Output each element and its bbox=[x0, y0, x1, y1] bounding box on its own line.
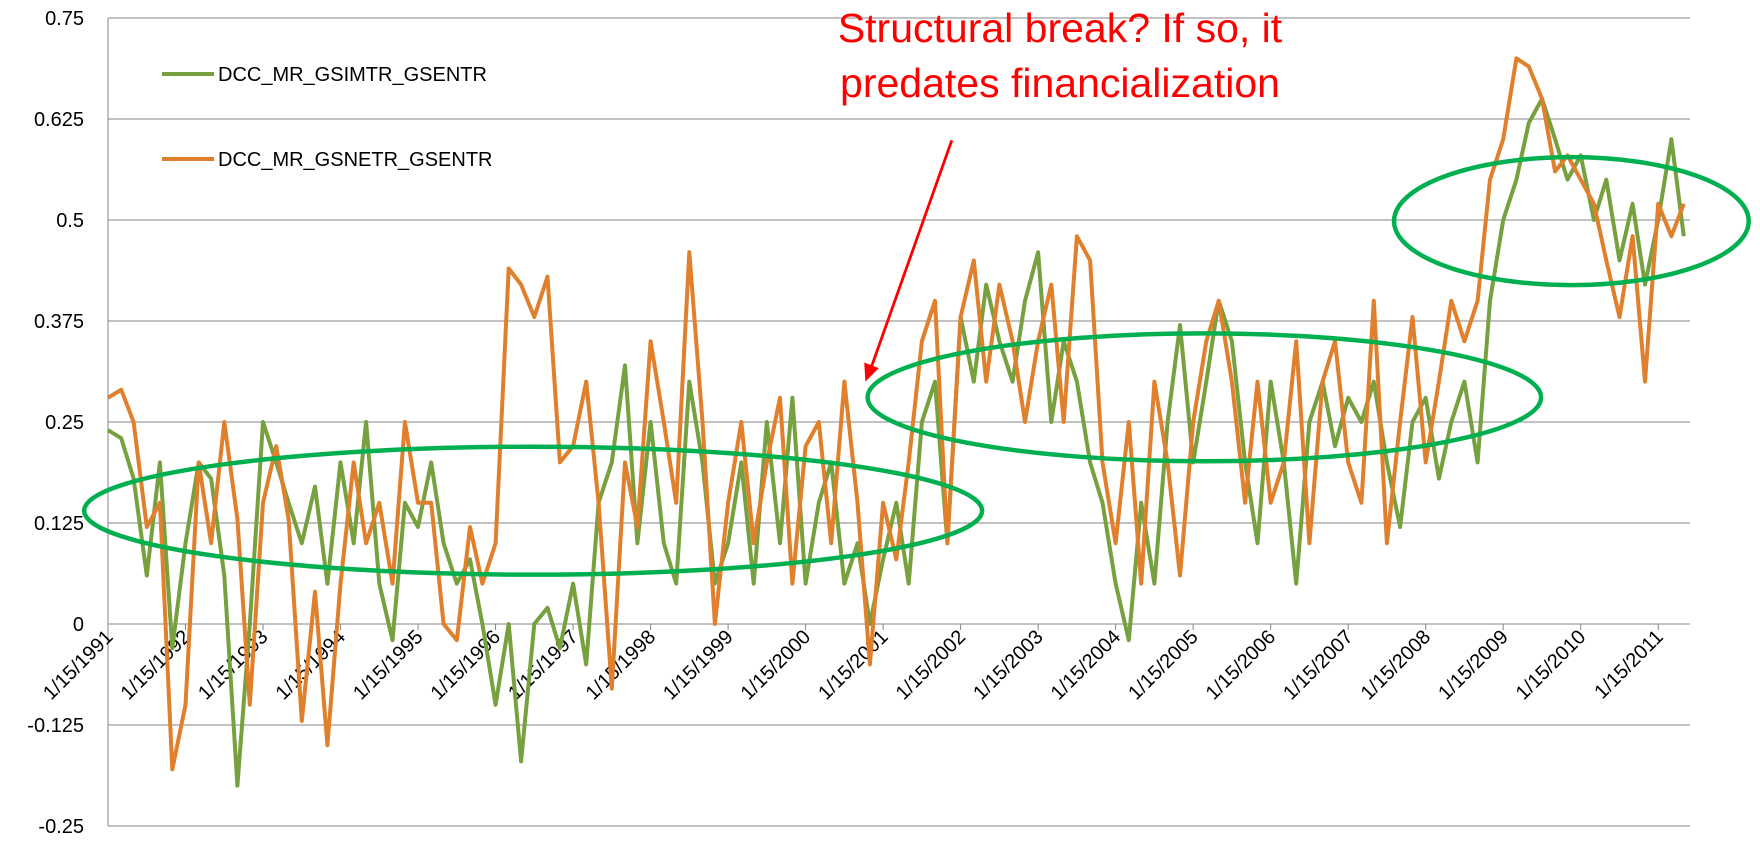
ellipse bbox=[81, 444, 985, 577]
annotation: Structural break? If so, it bbox=[838, 5, 1283, 51]
x-tick-label: 1/15/2002 bbox=[892, 626, 970, 704]
x-tick-label: 1/15/2010 bbox=[1512, 626, 1590, 704]
ellipse bbox=[865, 331, 1544, 464]
legend-label: DCC_MR_GSIMTR_GSENTR bbox=[218, 64, 487, 86]
y-tick-label: 0.75 bbox=[45, 8, 84, 30]
y-tick-label: 0.375 bbox=[34, 311, 84, 333]
legend-label: DCC_MR_GSNETR_GSENTR bbox=[218, 149, 492, 171]
ellipse bbox=[1391, 154, 1751, 288]
highlight-ellipses bbox=[81, 139, 1751, 577]
series-line bbox=[106, 56, 1686, 772]
layer-lines bbox=[106, 56, 1686, 788]
annotation: predates financialization bbox=[840, 60, 1280, 106]
x-tick-label: 1/15/1998 bbox=[582, 626, 660, 704]
y-tick-label: 0.125 bbox=[34, 513, 84, 535]
x-tick-label: 1/15/2011 bbox=[1590, 626, 1667, 703]
y-tick-label: 0.5 bbox=[56, 210, 84, 232]
y-tick-label: -0.125 bbox=[27, 715, 84, 737]
x-tick-label: 1/15/2000 bbox=[737, 626, 815, 704]
x-tick-label: 1/15/2005 bbox=[1124, 626, 1202, 704]
x-tick-label: 1/15/2004 bbox=[1047, 626, 1125, 704]
arrow bbox=[869, 139, 954, 369]
x-tick-label: 1/15/2006 bbox=[1202, 626, 1280, 704]
arrow-head bbox=[864, 362, 879, 382]
x-tick-label: 1/15/1999 bbox=[659, 626, 737, 704]
y-tick-label: -0.25 bbox=[38, 816, 84, 838]
x-tick-label: 1/15/2001 bbox=[814, 626, 892, 704]
y-tick-label: 0 bbox=[73, 614, 84, 636]
x-tick-label: 1/15/2007 bbox=[1279, 626, 1357, 704]
x-tick-label: 1/15/2008 bbox=[1357, 626, 1435, 704]
x-tick-label: 1/15/2003 bbox=[969, 626, 1047, 704]
layer-grid: -0.25 -0.125 0 0.125 0.25 0.375 0.5 0.625 0.75 1/… bbox=[27, 8, 1690, 838]
x-tick-label: 1/15/1991 bbox=[39, 626, 117, 704]
x-tick-label: 1/15/1995 bbox=[349, 626, 427, 704]
y-tick-label: 0.25 bbox=[45, 412, 84, 434]
x-tick-label: 1/15/1992 bbox=[117, 626, 195, 704]
x-tick-label: 1/15/2009 bbox=[1434, 626, 1512, 704]
y-tick-label: 0.625 bbox=[34, 109, 84, 131]
